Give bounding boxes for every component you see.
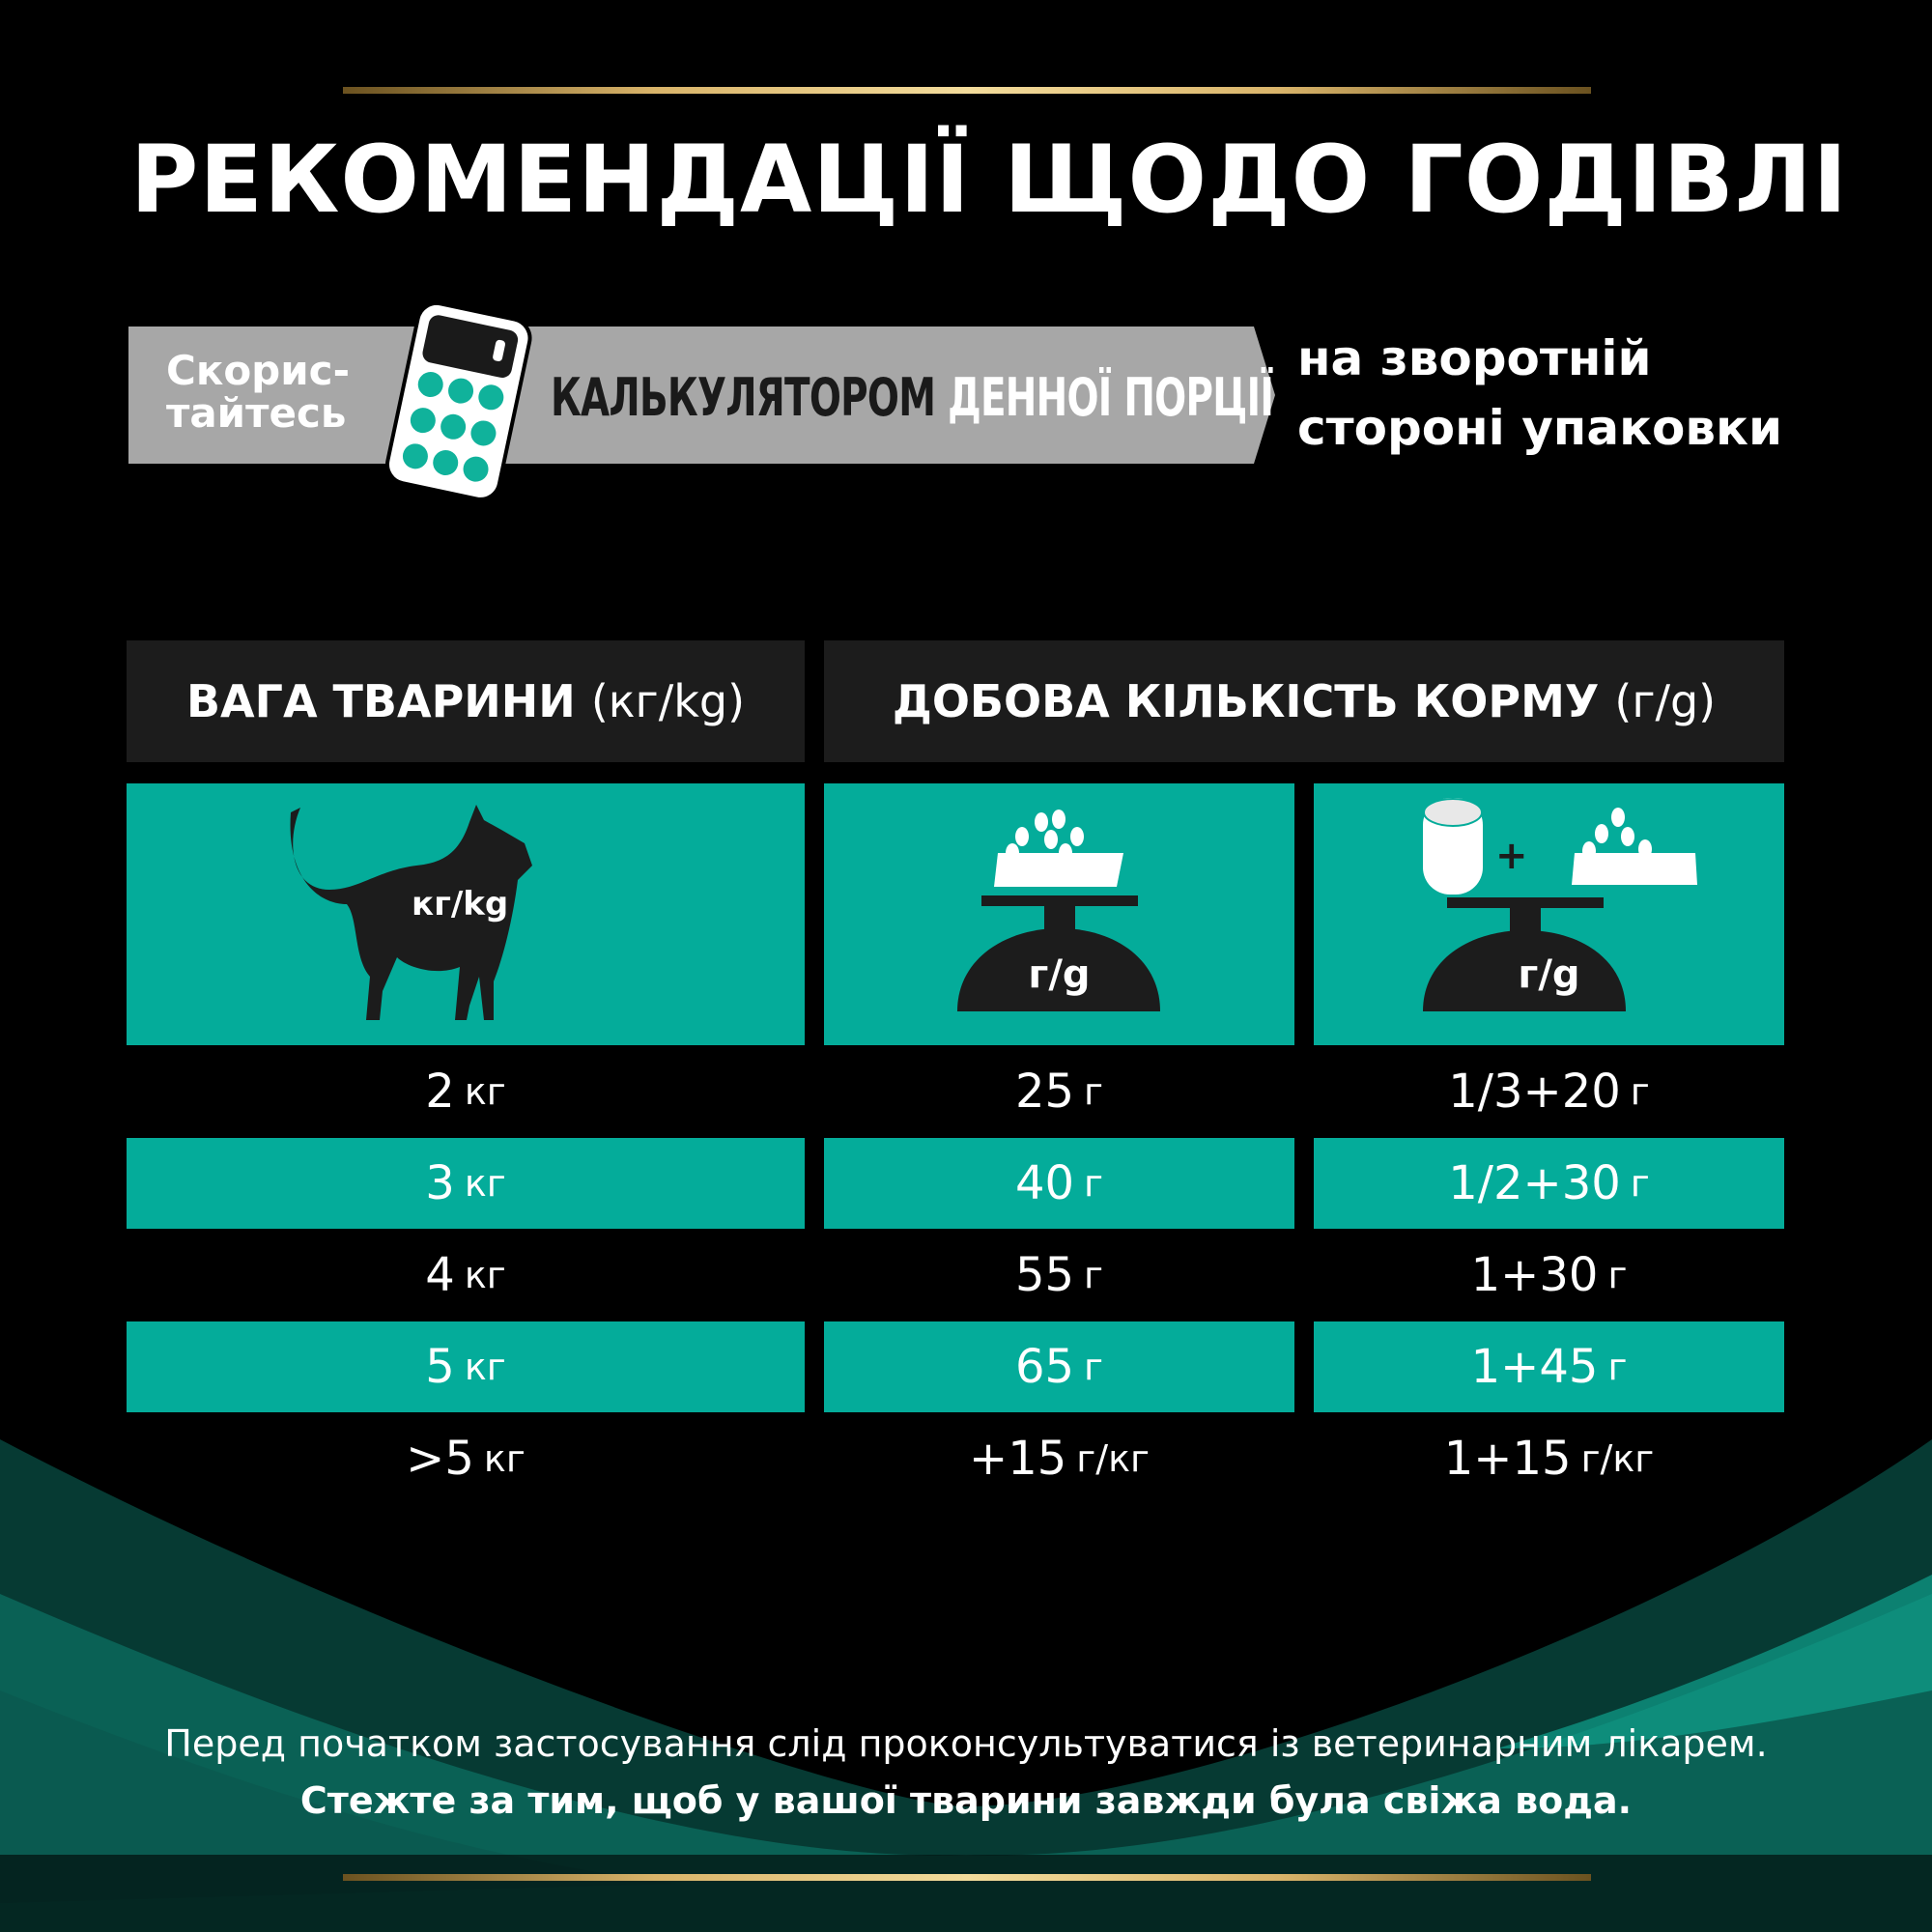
table-cell: 2 кг — [127, 1046, 805, 1137]
table-cell: 65 г — [824, 1321, 1294, 1412]
cell-unit: кг — [464, 1346, 506, 1388]
cell-value: 55 — [1014, 1248, 1075, 1302]
table-cell: 5 кг — [127, 1321, 805, 1412]
cell-unit: г — [1084, 1254, 1104, 1296]
mixed-unit-label: г/g — [1518, 952, 1580, 997]
table-cell: 1+30 г — [1314, 1230, 1784, 1321]
header-daily-amount: ДОБОВА КІЛЬКІСТЬ КОРМУ (г/g) — [824, 640, 1784, 762]
use-line-2: тайтесь — [166, 389, 347, 437]
calc-word-dark: КАЛЬКУЛЯТОРОМ — [551, 367, 936, 428]
cat-unit-label: кг/kg — [412, 885, 509, 923]
cell-unit: г — [1630, 1070, 1650, 1113]
cell-value: 3 — [425, 1156, 455, 1210]
page-title: РЕКОМЕНДАЦІЇ ЩОДО ГОДІВЛІ — [130, 126, 1849, 234]
header-amount-unit: (г/g) — [1614, 675, 1717, 727]
cell-value: 5 — [425, 1340, 455, 1394]
cell-unit: кг — [464, 1254, 506, 1296]
calculator-label: КАЛЬКУЛЯТОРОМ ДЕННОЇ ПОРЦІЇ — [551, 367, 1274, 428]
table-cell: 4 кг — [127, 1230, 805, 1321]
cell-value: +15 — [969, 1432, 1067, 1486]
table-cell: 1+15 г/кг — [1314, 1413, 1784, 1504]
cell-value: 1+15 — [1443, 1432, 1572, 1486]
cell-value: 25 — [1014, 1065, 1075, 1119]
cell-unit: кг — [464, 1070, 506, 1113]
cell-unit: кг — [483, 1437, 526, 1480]
cell-unit: г/кг — [1580, 1437, 1655, 1480]
cell-unit: г — [1084, 1346, 1104, 1388]
calculator-icon — [385, 301, 532, 499]
banner-use-text: Скорис-тайтесь — [166, 350, 350, 435]
table-cell: 1+45 г — [1314, 1321, 1784, 1412]
cell-unit: г — [1607, 1346, 1628, 1388]
dry-food-scale-icon — [957, 810, 1160, 1011]
cell-unit: кг — [464, 1162, 506, 1205]
cell-value: 1+45 — [1470, 1340, 1599, 1394]
fresh-water-note: Стежте за тим, щоб у вашої тварини завжд… — [299, 1779, 1633, 1822]
header-weight-label: ВАГА ТВАРИНИ — [185, 675, 576, 727]
wet-plus-dry-scale-icon — [1423, 798, 1697, 1011]
cat-icon — [290, 805, 532, 1020]
calculator-banner — [128, 327, 1275, 464]
background-wave — [0, 1439, 1932, 1932]
cell-value: 1/2+30 — [1448, 1156, 1621, 1210]
header-amount-label: ДОБОВА КІЛЬКІСТЬ КОРМУ — [892, 675, 1600, 727]
table-cell: 1/2+30 г — [1314, 1138, 1784, 1229]
table-cell: >5 кг — [127, 1413, 805, 1504]
calc-word-light: ДЕННОЇ ПОРЦІЇ — [948, 367, 1274, 428]
table-cell: 1/3+20 г — [1314, 1046, 1784, 1137]
table-cell: 40 г — [824, 1138, 1294, 1229]
cell-unit: г — [1084, 1070, 1104, 1113]
cell-unit: г — [1630, 1162, 1650, 1205]
icon-cell-weight: кг/kg — [127, 783, 805, 1045]
table-cell: 25 г — [824, 1046, 1294, 1137]
back-side-note: на зворотній стороні упаковки — [1297, 324, 1782, 463]
cell-unit: г — [1084, 1162, 1104, 1205]
plus-sign: + — [1495, 834, 1528, 878]
dry-unit-label: г/g — [1028, 952, 1091, 997]
header-weight: ВАГА ТВАРИНИ (кг/kg) — [127, 640, 805, 762]
cell-unit: г/кг — [1076, 1437, 1150, 1480]
icon-cell-mixed: + г/g — [1314, 783, 1784, 1045]
gold-divider-top — [343, 87, 1591, 94]
cell-unit: г — [1607, 1254, 1628, 1296]
table-cell: 3 кг — [127, 1138, 805, 1229]
use-line-1: Скорис- — [166, 347, 351, 394]
cell-value: 65 — [1014, 1340, 1075, 1394]
back-line-1: на зворотній — [1297, 330, 1652, 386]
cell-value: 4 — [425, 1248, 455, 1302]
header-weight-unit: (кг/kg) — [590, 675, 746, 727]
gold-divider-bottom — [343, 1874, 1591, 1881]
cell-value: 1/3+20 — [1448, 1065, 1621, 1119]
cell-value: >5 — [406, 1432, 474, 1486]
back-line-2: стороні упаковки — [1297, 400, 1782, 456]
cell-value: 1+30 — [1470, 1248, 1599, 1302]
cell-value: 40 — [1014, 1156, 1075, 1210]
vet-consult-note: Перед початком застосування слід проконс… — [164, 1722, 1768, 1765]
table-cell: +15 г/кг — [824, 1413, 1294, 1504]
table-cell: 55 г — [824, 1230, 1294, 1321]
cell-value: 2 — [425, 1065, 455, 1119]
icon-cell-dry: г/g — [824, 783, 1294, 1045]
